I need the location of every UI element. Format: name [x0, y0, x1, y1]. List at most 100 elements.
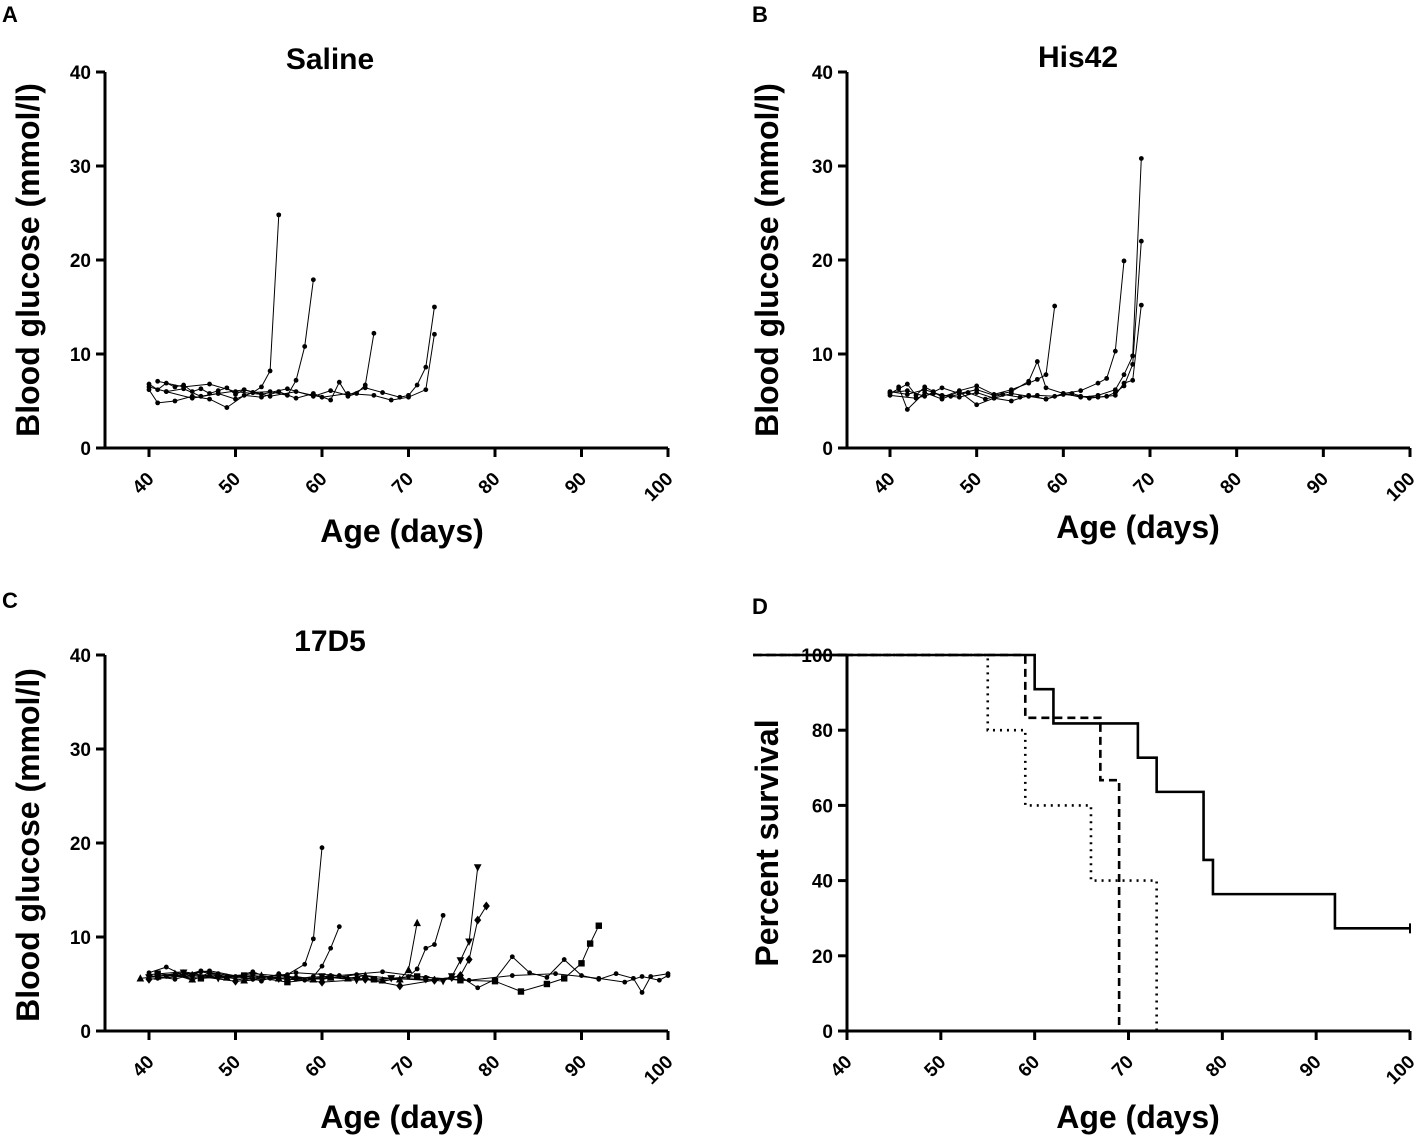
- panel-c-x-tick-label: 50: [215, 1052, 245, 1082]
- panel-c-series-1-point: [310, 936, 316, 942]
- panel-b-x-tick-label: 50: [956, 469, 986, 499]
- panel-c-y-axis-label: Blood glucose (mmol/l): [10, 668, 46, 1022]
- panel-b-x-tick-label: 90: [1303, 469, 1333, 499]
- panel-c-series-1-point: [319, 845, 325, 851]
- panel-b-series-4-point: [913, 395, 919, 401]
- panel-d-series-2-line: [753, 653, 1121, 1031]
- panel-b-series-1-point: [1052, 303, 1058, 309]
- panel-b-series-2-point: [1095, 380, 1101, 386]
- panel-c-series-4-point: [172, 976, 178, 982]
- panel-a-title: Saline: [286, 43, 374, 76]
- panel-d-y-tick-label: 0: [822, 1022, 833, 1043]
- panel-a-series-1-point: [267, 368, 273, 374]
- panel-c-series-1-line: [148, 847, 323, 979]
- panel-b-series-4-point: [1017, 394, 1023, 400]
- panel-d-x-tick-label: 70: [1108, 1052, 1138, 1082]
- panel-c-series-9-point: [665, 973, 671, 978]
- panel-d-letter: D: [752, 594, 768, 619]
- panel-b-series-3-point: [1130, 353, 1136, 359]
- panel-a-series-5-point: [423, 387, 429, 393]
- panel-b-x-tick-label: 60: [1043, 469, 1073, 499]
- panel-b-x-axis-label: Age (days): [1056, 509, 1220, 545]
- panel-c-series-6-point: [465, 955, 473, 965]
- panel-c-series-3-point: [404, 965, 413, 974]
- panel-c-series-7-point: [354, 972, 359, 977]
- panel-c-y-tick-label: 40: [70, 646, 91, 667]
- panel-c-y-tick-label: 20: [70, 834, 91, 855]
- panel-a-series-3-point: [172, 398, 178, 404]
- panel-b-series-2-point: [1026, 378, 1032, 384]
- panel-b-series-5-point: [1130, 377, 1136, 383]
- panel-c-plot: 0 10 20 30 40 40 50 60 70 80 90 100: [70, 646, 678, 1089]
- panel-a-x-tick-label: 80: [475, 469, 505, 499]
- panel-b-series-3-point: [896, 384, 902, 390]
- panel-a-series-3-point: [207, 396, 212, 402]
- panel-c-series-9-point: [207, 968, 212, 974]
- panel-a-series-1-point: [276, 212, 282, 218]
- panel-a-series-5-point: [267, 393, 273, 399]
- panel-b: B His42 Age (days) Blood glucose (mmol/l…: [749, 2, 1418, 545]
- panel-b-series-5-point: [1026, 393, 1032, 399]
- panel-d-y-tick-label: 40: [812, 872, 833, 893]
- panel-c-series-8-point: [197, 975, 205, 982]
- panel-a-x-axis-label: Age (days): [320, 513, 484, 549]
- panel-c-series-8-point: [327, 974, 334, 981]
- panel-c-series-8-point: [491, 977, 499, 985]
- panel-c-x-tick-label: 90: [561, 1052, 591, 1082]
- panel-a-series-3-point: [155, 400, 161, 406]
- panel-d-plot: 0 20 40 60 80 100 40 50 60 70 80 90 100: [753, 646, 1418, 1089]
- panel-b-y-tick-label: 30: [812, 157, 833, 178]
- panel-b-series-1-point: [974, 383, 980, 389]
- panel-d-x-tick-label: 80: [1202, 1052, 1232, 1082]
- panel-c-series-9-point: [656, 977, 662, 983]
- panel-b-series-2-point: [1121, 258, 1127, 264]
- panel-a-series-4-point: [414, 382, 420, 388]
- panel-b-series-1-point: [1034, 376, 1040, 382]
- panel-b-y-axis-label: Blood glucose (mmol/l): [749, 83, 785, 437]
- panel-c-series-8-point: [586, 940, 594, 947]
- panel-b-series-5-point: [939, 392, 945, 398]
- panel-c-series-7-point: [527, 970, 532, 976]
- panel-c-series-7-point: [475, 985, 481, 991]
- panel-a-series-3-point: [336, 379, 342, 385]
- panel-c-x-tick-label: 40: [129, 1052, 159, 1082]
- panel-a-y-tick-label: 10: [70, 345, 91, 366]
- panel-c-series-8-point: [154, 970, 161, 977]
- panel-a-series-4-point: [328, 388, 334, 394]
- panel-b-series-5-point: [956, 394, 962, 400]
- panel-c-series-7-point: [146, 972, 152, 977]
- panel-b-series-3-point: [1121, 372, 1127, 378]
- panel-b-series-1-point: [904, 381, 910, 387]
- panel-c-series-9-point: [553, 971, 558, 977]
- panel-c-letter: C: [2, 588, 18, 613]
- panel-b-series-4-point: [1069, 391, 1075, 396]
- panel-b-series-4-point: [1138, 238, 1144, 244]
- panel-b-series-1-point: [1043, 372, 1049, 378]
- panel-a-series-4-point: [362, 385, 368, 391]
- panel-a-x-tick-label: 50: [215, 469, 245, 499]
- panel-c-y-tick-label: 0: [80, 1022, 91, 1043]
- panel-a-series-1-point: [259, 384, 264, 390]
- panel-b-title: His42: [1038, 41, 1118, 74]
- panel-b-series-3-point: [1008, 398, 1014, 404]
- panel-d-y-tick-label: 80: [812, 721, 833, 742]
- panel-c-series-8-point: [595, 922, 602, 929]
- panel-b-series-2-point: [1078, 388, 1084, 394]
- panel-a-x-tick-label: 70: [388, 469, 418, 499]
- panel-c-series-3-point: [136, 974, 145, 982]
- panel-c-series-8-point: [284, 978, 291, 986]
- panel-d-series-3-line: [753, 653, 1158, 1031]
- panel-c-series-7-point: [181, 969, 187, 975]
- panel-a-series-3-point: [371, 330, 377, 336]
- panel-c-series-5-line: [148, 867, 479, 982]
- panel-c-y-tick-label: 30: [70, 740, 91, 761]
- panel-d-y-axis-label: Percent survival: [749, 719, 785, 966]
- panel-c-series-9-point: [509, 973, 515, 978]
- panel-a-series-4-point: [432, 304, 437, 310]
- panel-a-y-tick-label: 0: [80, 439, 91, 460]
- panel-b-series-3-point: [1138, 156, 1144, 161]
- panel-c-series-5-point: [439, 977, 447, 986]
- panel-b-y-tick-label: 40: [812, 63, 833, 84]
- panel-b-series-4-point: [982, 396, 988, 402]
